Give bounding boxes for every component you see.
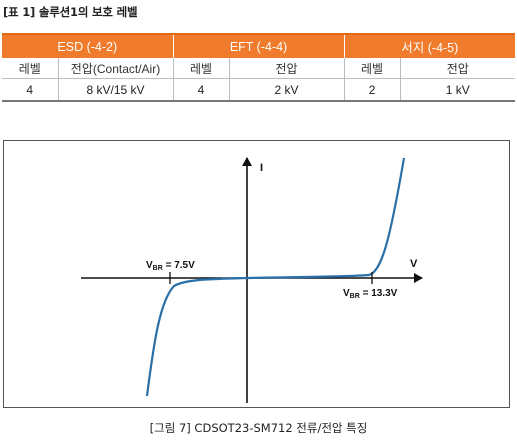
- header-eft: EFT (-4-4): [172, 33, 345, 58]
- iv-characteristic-figure: I V VBR = 7.5V VBR = 13.3V: [3, 140, 510, 408]
- subheader-surge-voltage: 전압: [399, 58, 516, 79]
- subheader-eft-voltage: 전압: [228, 58, 345, 79]
- figure-caption: [그림 7] CDSOT23-SM712 전류/전압 특징: [149, 421, 368, 435]
- table-row: 4 8 kV/15 kV 4 2 kV 2 1 kV: [2, 78, 516, 102]
- table-caption: [표 1] 솔루션1의 보호 레벨: [3, 5, 138, 19]
- vbr-positive-label: VBR = 13.3V: [343, 288, 398, 300]
- subheader-eft-level: 레벨: [172, 58, 230, 79]
- cell-eft-voltage: 2 kV: [228, 78, 345, 102]
- y-axis-label: I: [260, 162, 263, 174]
- x-axis-label: V: [410, 258, 418, 270]
- vbr-negative-label: VBR = 7.5V: [146, 260, 195, 272]
- table-subheader-row: 레벨 전압(Contact/Air) 레벨 전압 레벨 전압: [2, 58, 516, 79]
- table-group-header-row: ESD (-4-2) EFT (-4-4) 서지 (-4-5): [2, 33, 516, 58]
- iv-curve: [145, 157, 406, 397]
- subheader-surge-level: 레벨: [343, 58, 401, 79]
- subheader-esd-voltage: 전압(Contact/Air): [57, 58, 174, 79]
- cell-surge-level: 2: [343, 78, 401, 102]
- subheader-esd-level: 레벨: [2, 58, 58, 79]
- header-esd: ESD (-4-2): [2, 33, 174, 58]
- cell-surge-voltage: 1 kV: [399, 78, 516, 102]
- header-surge: 서지 (-4-5): [343, 33, 516, 58]
- cell-eft-level: 4: [172, 78, 230, 102]
- cell-esd-voltage: 8 kV/15 kV: [57, 78, 174, 102]
- protection-level-table: ESD (-4-2) EFT (-4-4) 서지 (-4-5) 레벨 전압(Co…: [2, 33, 516, 102]
- cell-esd-level: 4: [2, 78, 58, 102]
- iv-chart: I V VBR = 7.5V VBR = 13.3V: [81, 157, 423, 403]
